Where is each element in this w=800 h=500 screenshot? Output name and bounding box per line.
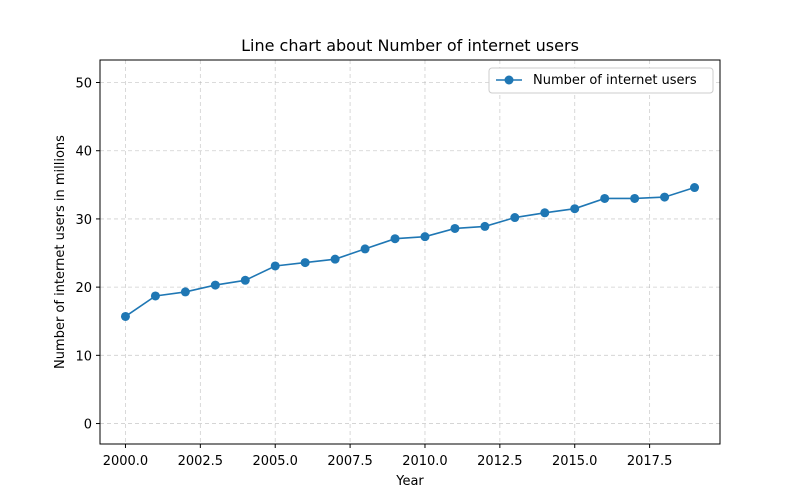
- data-point: [600, 193, 610, 203]
- data-point: [120, 311, 130, 321]
- y-tick-label: 10: [75, 349, 92, 364]
- y-tick-label: 40: [75, 145, 92, 160]
- data-point: [510, 213, 520, 223]
- data-point: [150, 291, 160, 301]
- data-point: [660, 192, 670, 202]
- legend-marker-swatch: [504, 75, 514, 85]
- data-point: [570, 204, 580, 214]
- data-point: [690, 183, 700, 193]
- axis-ticks: 2000.0 2002.5 2005.0 2007.5 2010.0 2012.5 2015…: [75, 77, 672, 469]
- data-point: [300, 258, 310, 268]
- y-tick-label: 50: [75, 77, 92, 92]
- x-tick-label: 2002.5: [178, 454, 224, 469]
- grid: [100, 60, 720, 444]
- legend-label: Number of internet users: [533, 73, 697, 88]
- chart-title: Line chart about Number of internet user…: [241, 36, 579, 55]
- legend-box: [488, 67, 714, 94]
- data-point: [270, 261, 280, 271]
- data-point: [180, 287, 190, 297]
- data-point: [480, 221, 490, 231]
- data-point: [330, 254, 340, 264]
- data-point: [390, 234, 400, 244]
- y-tick-label: 20: [75, 281, 92, 296]
- x-tick-label: 2017.5: [627, 454, 673, 469]
- x-tick-label: 2012.5: [477, 454, 523, 469]
- y-axis-title: Number of internet users in millions: [53, 135, 68, 369]
- data-point: [210, 280, 220, 290]
- series-line: [125, 186, 695, 318]
- x-tick-label: 2010.0: [402, 454, 448, 469]
- data-point: [450, 223, 460, 233]
- data-point: [420, 232, 430, 242]
- data-point: [360, 244, 370, 254]
- data-point: [540, 208, 550, 218]
- data-point: [240, 275, 250, 285]
- x-axis-title: Year: [395, 474, 424, 489]
- data-point: [630, 193, 640, 203]
- legend: Number of internet users: [488, 67, 714, 94]
- x-tick-label: 2000.0: [103, 454, 149, 469]
- y-tick-label: 30: [75, 213, 92, 228]
- series-layer: [120, 183, 700, 321]
- x-tick-label: 2005.0: [252, 454, 298, 469]
- x-tick-label: 2015.0: [552, 454, 598, 469]
- plot-area-frame: [99, 59, 721, 445]
- y-tick-label: 0: [84, 418, 92, 433]
- x-tick-label: 2007.5: [327, 454, 373, 469]
